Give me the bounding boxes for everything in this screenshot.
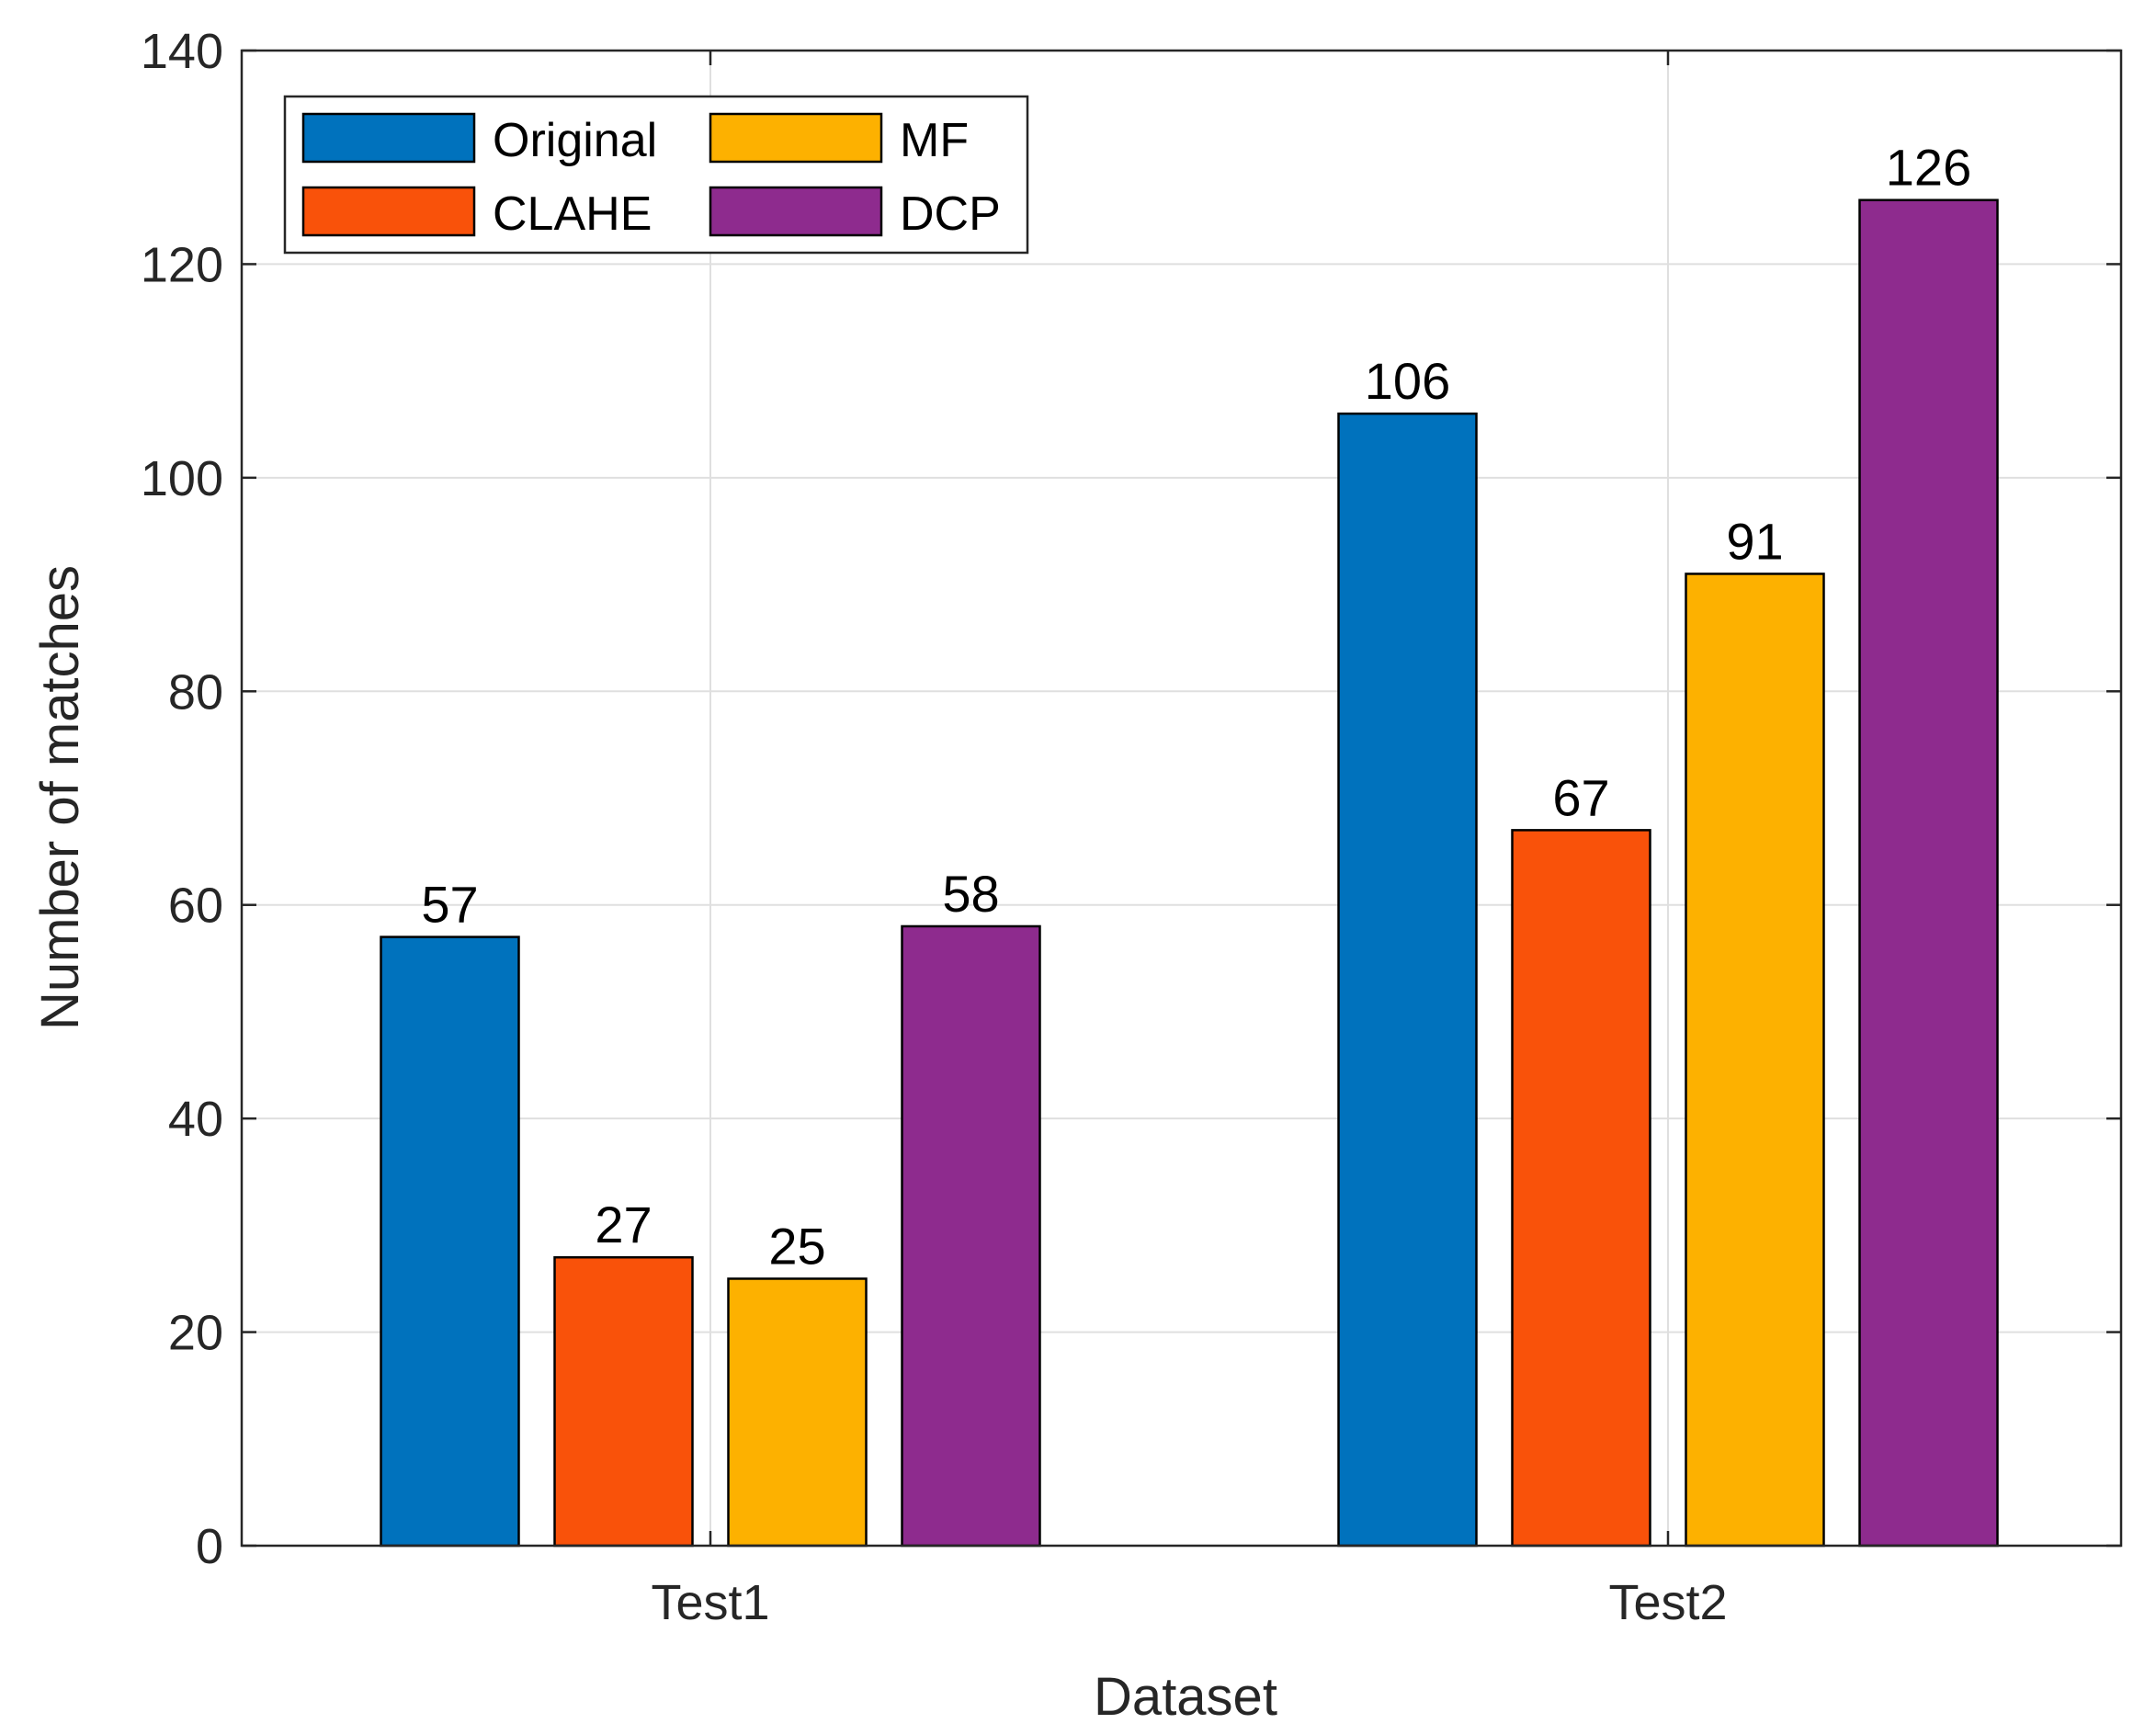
bar-value-label: 57 <box>421 876 478 934</box>
legend-swatch-dcp <box>709 186 883 237</box>
legend-swatch-clahe <box>301 186 476 237</box>
bar-mf-test2 <box>1685 573 1825 1548</box>
x-tick-label: Test1 <box>651 1575 769 1630</box>
bar-original-test1 <box>380 936 520 1548</box>
legend-label-clahe: CLAHE <box>493 187 652 241</box>
bar-value-label: 126 <box>1886 139 1971 197</box>
y-tick-label: 140 <box>141 24 223 79</box>
bar-value-label: 58 <box>942 865 999 923</box>
legend-swatch-original <box>301 112 476 164</box>
x-tick-label: Test2 <box>1608 1575 1727 1630</box>
bar-value-label: 67 <box>1552 768 1609 826</box>
y-tick-label: 40 <box>168 1092 223 1147</box>
bar-dcp-test1 <box>901 924 1041 1548</box>
y-tick-label: 120 <box>141 237 223 292</box>
bar-value-label: 106 <box>1365 352 1450 410</box>
legend: Original CLAHE MF DCP <box>283 95 1029 255</box>
y-tick-label: 20 <box>168 1306 223 1361</box>
axis-ticks: 0 20 40 60 80 100 120 140 Test1 Test2 <box>141 24 2121 1630</box>
bar-value-label: 25 <box>768 1217 825 1275</box>
bar-value-label: 91 <box>1726 512 1783 570</box>
bar-clahe-test2 <box>1511 829 1651 1548</box>
x-axis-label: Dataset <box>1094 1667 1277 1727</box>
y-tick-label: 80 <box>168 664 223 720</box>
bar-clahe-test1 <box>553 1255 694 1548</box>
legend-label-dcp: DCP <box>900 187 1001 241</box>
legend-label-mf: MF <box>900 114 969 167</box>
y-tick-label: 0 <box>196 1519 223 1574</box>
plot-frame <box>240 49 2123 1548</box>
bar-value-label: 27 <box>595 1196 652 1253</box>
bar-value-labels: 57 106 27 67 25 91 58 126 <box>421 139 1971 1276</box>
legend-swatch-mf <box>709 112 883 164</box>
plot-background <box>242 51 2121 1546</box>
y-tick-label: 60 <box>168 879 223 934</box>
bars <box>380 198 1999 1548</box>
bar-original-test2 <box>1337 412 1478 1548</box>
bar-dcp-test2 <box>1858 198 1999 1548</box>
legend-label-original: Original <box>493 114 657 167</box>
y-tick-label: 100 <box>141 451 223 506</box>
bar-mf-test1 <box>727 1277 868 1548</box>
y-axis-label: Number of matches <box>30 565 90 1030</box>
